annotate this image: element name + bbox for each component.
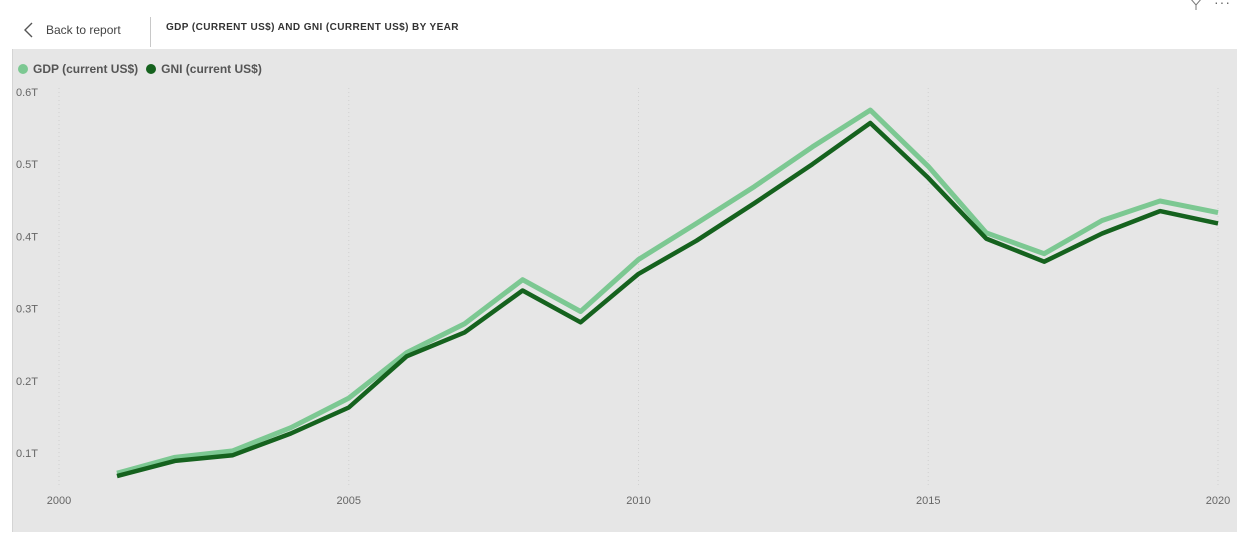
filter-icon[interactable] bbox=[1188, 0, 1204, 10]
gdp-series-line bbox=[116, 107, 1219, 476]
legend-item-gni[interactable]: GNI (current US$) bbox=[146, 62, 262, 76]
legend-label-gni: GNI (current US$) bbox=[161, 62, 262, 76]
y-tick-label: 0.5T bbox=[16, 159, 38, 171]
gni-series-line bbox=[116, 120, 1219, 479]
x-tick-label: 2005 bbox=[337, 495, 361, 507]
x-tick-label: 2010 bbox=[626, 495, 650, 507]
y-tick-label: 0.4T bbox=[16, 231, 38, 243]
legend-marker-gni bbox=[146, 64, 157, 74]
back-to-report-label: Back to report bbox=[46, 23, 121, 37]
chevron-left-icon bbox=[24, 22, 33, 38]
y-tick-label: 0.6T bbox=[16, 87, 38, 99]
x-tick-label: 2020 bbox=[1206, 495, 1230, 507]
visual-header: Back to report GDP (CURRENT US$) AND GNI… bbox=[0, 0, 1237, 49]
chart-title: GDP (CURRENT US$) AND GNI (CURRENT US$) … bbox=[166, 22, 459, 33]
y-tick-label: 0.2T bbox=[16, 376, 38, 388]
legend-marker-gdp bbox=[18, 64, 28, 74]
legend-label-gdp: GDP (current US$) bbox=[33, 62, 139, 76]
y-tick-label: 0.3T bbox=[16, 304, 38, 316]
more-options-icon[interactable]: ··· bbox=[1214, 0, 1231, 10]
legend-item-gdp[interactable]: GDP (current US$) bbox=[18, 62, 138, 76]
x-tick-label: 2000 bbox=[47, 495, 71, 507]
y-tick-label: 0.1T bbox=[16, 448, 38, 460]
back-to-report-button[interactable]: Back to report bbox=[24, 16, 121, 44]
header-divider bbox=[150, 17, 151, 47]
x-tick-label: 2015 bbox=[916, 495, 940, 507]
chart-legend: GDP (current US$) GNI (current US$) bbox=[18, 62, 270, 76]
